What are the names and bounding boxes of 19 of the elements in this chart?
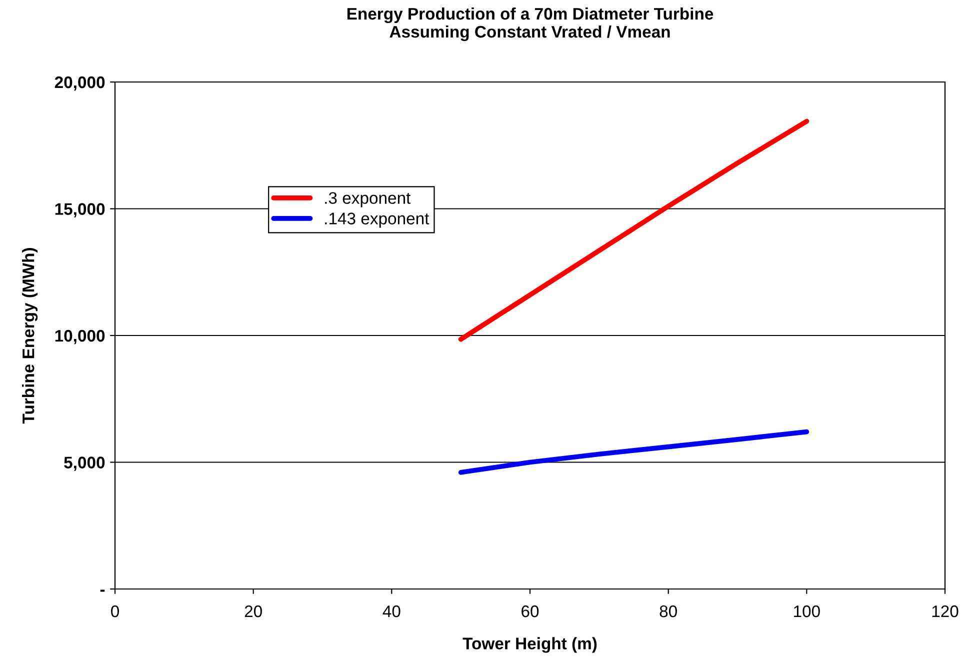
y-tick-label: 20,000 — [54, 76, 105, 91]
y-tick-label: 10,000 — [55, 330, 105, 344]
x-tick-label: 0 — [111, 605, 119, 618]
y-tick-label: 15,000 — [55, 203, 105, 218]
legend-label: .143 exponent — [325, 212, 430, 228]
line-series — [458, 118, 810, 342]
chart-title: Energy Production of a 70m Diatmeter Turbine Assuming Constant Vrated / Vmean — [347, 7, 714, 42]
x-tick-label: 40 — [382, 605, 400, 618]
x-tick-label: 20 — [244, 605, 262, 618]
y-tick-label: 5,000 — [64, 456, 105, 471]
x-tick-label: 80 — [660, 605, 677, 618]
x-tick-label: 100 — [794, 605, 820, 618]
x-axis-title: Tower Height (m) — [462, 637, 597, 653]
y-tick-label: - — [100, 590, 105, 592]
x-tick-label: 60 — [522, 605, 539, 618]
line-series — [458, 429, 810, 475]
legend-label: .3 exponent — [325, 192, 411, 208]
x-tick-label: 120 — [932, 605, 958, 618]
y-axis-title: Turbine Energy (MWh) — [22, 248, 38, 424]
